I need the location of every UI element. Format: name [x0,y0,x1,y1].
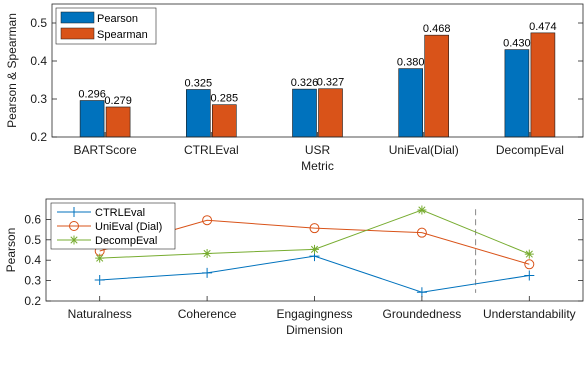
bar-value-label: 0.325 [185,78,213,90]
data-point-decompeval [202,248,212,258]
bar-value-label: 0.326 [291,77,319,89]
x-tick-label: USR [305,143,331,157]
bar-value-label: 0.430 [503,38,531,50]
data-point-decompeval [524,249,534,259]
legend-marker [69,235,79,245]
bar-spearman [318,88,343,138]
data-point-unieval-dial [524,259,535,270]
y-tick-label: 0.2 [30,130,47,144]
bar-pearson [292,88,317,138]
data-point-decompeval [95,253,105,263]
legend: CTRLEval UniEval (Dial) DecompEval [50,202,176,250]
data-point-decompeval [310,244,319,254]
bar-value-label: 0.285 [211,93,239,105]
data-point-unieval-dial [202,215,213,226]
bar-value-label: 0.468 [423,23,451,35]
bar-pearson [504,49,530,138]
bar-value-label: 0.380 [397,57,425,69]
legend-swatch [60,27,95,40]
x-tick-label: BARTScore [74,143,137,157]
data-point-ctrleval [202,267,213,278]
bar-spearman [530,32,556,138]
x-tick-label: Groundedness [383,307,462,321]
legend-marker [69,221,79,231]
y-tick-label: 0.6 [24,212,41,226]
x-tick-label: CTRLEval [184,143,239,157]
bar-spearman [424,34,450,138]
bar-value-label: 0.327 [317,77,345,89]
y-tick-label: 0.4 [30,54,47,68]
legend: Pearson Spearman [55,7,157,45]
y-axis-label: Pearson [4,228,18,273]
y-tick-label: 0.3 [30,92,47,106]
plot-frame [45,198,584,302]
data-point-decompeval [417,205,427,215]
y-tick-label: 0.5 [24,233,41,247]
x-tick-label: Coherence [178,307,237,321]
data-point-unieval-dial [416,227,427,238]
x-tick-label: DecompEval [496,143,564,157]
bar-spearman [212,104,237,138]
bar-value-label: 0.474 [529,21,557,33]
plot-frame [51,3,584,138]
data-point-unieval-dial [309,223,320,234]
data-point-ctrleval [524,270,535,281]
bar-spearman [105,106,131,138]
y-tick-label: 0.3 [24,274,41,288]
legend-label: Pearson [97,13,138,25]
y-tick-label: 0.5 [30,16,47,30]
y-tick-label: 0.4 [24,253,41,267]
series-line-ctrleval [99,255,530,293]
legend-swatch [60,11,95,24]
data-point-ctrleval [416,287,427,298]
legend-label: DecompEval [95,235,157,247]
bar-pearson [79,100,105,138]
x-axis-label: Dimension [286,323,343,337]
bar-pearson [398,68,424,138]
data-point-ctrleval [94,274,105,285]
x-tick-label: UniEval(Dial) [389,143,459,157]
bar-chart: 0.2 0.3 0.4 0.5 0.296 0.325 0.326 0.380 0.430 0.2… [5,3,584,173]
legend-label: Spearman [97,29,148,41]
y-tick-label: 0.2 [24,294,41,308]
x-tick-label: Understandability [483,307,576,321]
legend-marker [69,207,79,217]
line-chart: 0.2 0.3 0.4 0.5 0.6 Naturalness Coherence Engag… [4,198,584,337]
legend-label: CTRLEval [95,207,145,219]
legend-label: UniEval (Dial) [95,221,162,233]
y-axis-label: Pearson & Spearman [5,13,19,128]
x-axis-label: Metric [301,159,334,173]
bar-value-label: 0.279 [104,95,132,107]
x-tick-label: Engagingness [276,307,352,321]
bar-value-label: 0.296 [78,89,106,101]
bar-pearson [186,89,211,138]
x-tick-label: Naturalness [68,307,132,321]
